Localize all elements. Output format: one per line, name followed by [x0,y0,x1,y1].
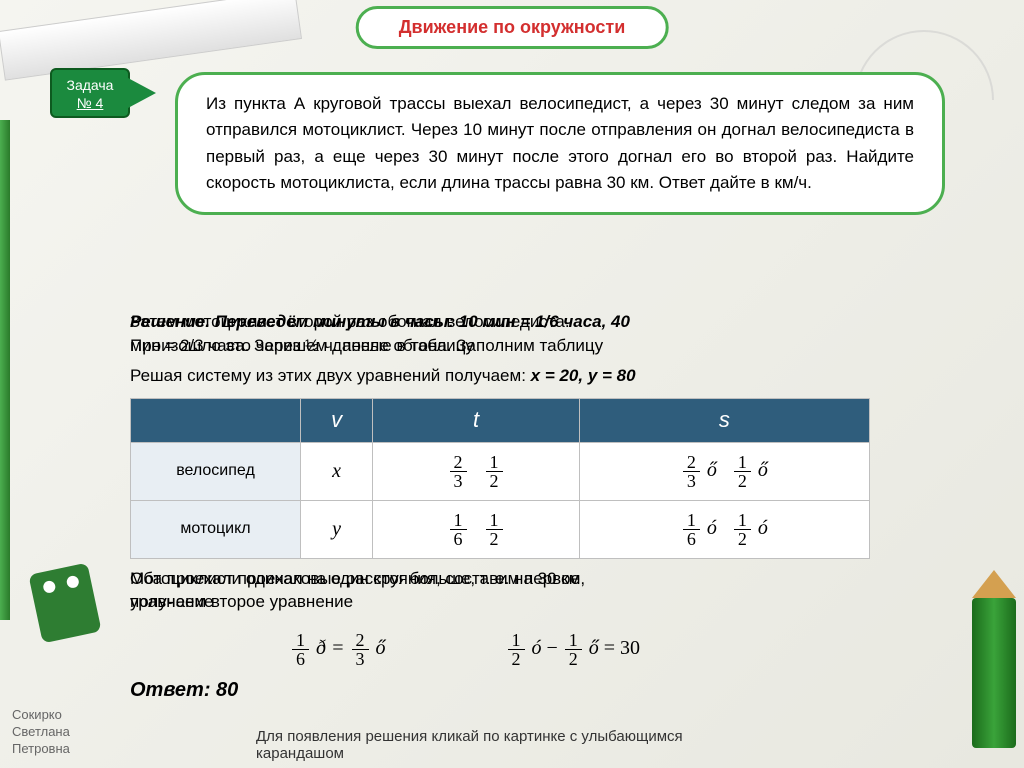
equation-2: 12 ó − 12 ő = 30 [506,631,641,668]
pencil-right-icon [972,598,1016,748]
table-header-row: v t s [131,398,870,442]
solution-result: Решая систему из этих двух уравнений пол… [130,364,940,388]
cell-v: x [301,442,373,500]
task-label-1: Задача [67,77,114,93]
problem-text: Из пункта А круговой трассы выехал велос… [175,72,945,215]
pencil-icon: Задача № 4 [50,68,160,118]
equation-1: 16 ð = 23 ő [290,631,386,668]
cell-v: y [301,500,373,558]
row-label: мотоцикл [131,500,301,558]
col-blank [131,398,301,442]
task-number-link[interactable]: № 4 [77,95,104,111]
cell-t: 23 12 [373,442,580,500]
table-row: велосипед x 23 12 23 ő 12 ő [131,442,870,500]
eraser-icon [28,563,101,644]
row-label: велосипед [131,442,301,500]
col-t: t [373,398,580,442]
answer: Ответ: 80 [130,676,940,704]
table-row: мотоцикл y 16 12 16 ó 12 ó [131,500,870,558]
solution-area: Решение. Переведём минуты в часы: 10 мин… [130,310,940,704]
col-v: v [301,398,373,442]
data-table: v t s велосипед x 23 12 23 ő 12 ő мотоци… [130,398,870,559]
bg-pencil-left [0,120,10,620]
cell-s: 16 ó 12 ó [579,500,869,558]
task-badge[interactable]: Задача № 4 [50,68,160,118]
page-title: Движение по окружности [356,6,669,49]
footer-hint: Для появления решения кликай по картинке… [256,728,768,762]
col-s: s [579,398,869,442]
author-credit: Сокирко Светлана Петровна [12,707,70,758]
cell-s: 23 ő 12 ő [579,442,869,500]
equations-row: 16 ð = 23 ő 12 ó − 12 ő = 30 [130,631,940,668]
below-line-d: Мотоциклист проехал на один круг больше,… [130,567,940,615]
solution-line-b: Затем мотоциклист второй раз обогнал вел… [130,310,940,358]
cell-t: 16 12 [373,500,580,558]
